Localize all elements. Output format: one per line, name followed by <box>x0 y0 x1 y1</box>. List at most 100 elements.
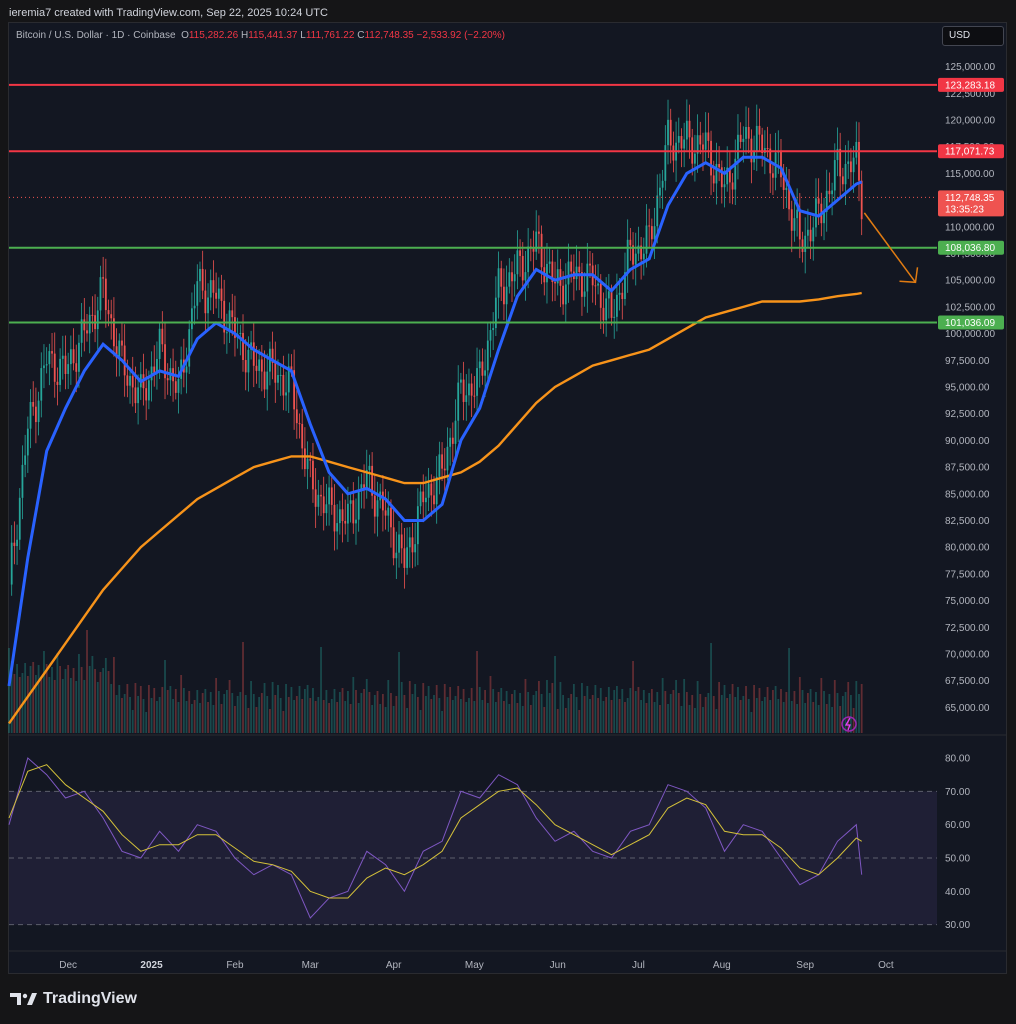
volume-bar <box>322 700 325 733</box>
volume-bar <box>449 687 452 733</box>
volume-bar <box>86 630 88 733</box>
volume-bar <box>328 703 330 733</box>
candle-body <box>680 136 683 149</box>
candle-body <box>430 483 433 496</box>
candle-body <box>823 211 825 224</box>
volume-bar <box>707 693 710 733</box>
candle-body <box>411 537 414 553</box>
candle-body <box>624 272 626 300</box>
volume-bar <box>720 695 723 733</box>
volume-bar <box>252 694 255 733</box>
candle-body <box>161 328 164 345</box>
candle-body <box>486 340 489 371</box>
volume-bar <box>400 682 403 733</box>
volume-bar <box>242 642 244 733</box>
volume-bar <box>134 683 137 733</box>
volume-bar <box>355 690 357 733</box>
candle-body <box>414 544 417 553</box>
volume-bar <box>228 680 231 733</box>
volume-bar <box>817 705 820 733</box>
volume-bar <box>115 695 118 733</box>
symbol-name: Bitcoin / U.S. Dollar · 1D · Coinbase <box>16 30 176 41</box>
volume-bar <box>712 696 715 733</box>
candle-body <box>298 423 301 425</box>
volume-bar <box>69 678 72 733</box>
volume-bar <box>78 654 80 733</box>
candle-body <box>18 497 21 540</box>
candle-body <box>642 253 645 260</box>
candle-body <box>325 504 328 514</box>
volume-bar <box>427 686 430 733</box>
candle-body <box>285 392 287 396</box>
candle-body <box>449 437 452 447</box>
candle-body <box>21 464 24 498</box>
candle-body <box>193 305 196 309</box>
time-tick-label: Sep <box>796 960 814 971</box>
volume-bar <box>231 693 234 733</box>
candle-body <box>16 539 18 547</box>
volume-bar <box>182 688 185 733</box>
volume-bar <box>833 680 836 733</box>
candle-body <box>395 552 398 559</box>
volume-bar <box>575 697 578 733</box>
volume-bar <box>161 687 164 733</box>
candle-body <box>605 298 608 321</box>
candle-body <box>376 500 379 517</box>
volume-bar <box>804 703 807 733</box>
candle-body <box>516 250 519 275</box>
candle-body <box>309 458 312 461</box>
volume-bar <box>548 693 551 733</box>
volume-bar <box>465 702 468 733</box>
volume-bar <box>347 691 349 733</box>
volume-bar <box>683 679 686 733</box>
price-tick-label: 72,500.00 <box>945 623 990 634</box>
candle-body <box>747 126 750 139</box>
volume-bar <box>782 702 785 733</box>
candle-body <box>723 184 726 188</box>
candle-body <box>548 261 551 264</box>
volume-bar <box>16 664 18 733</box>
volume-bar <box>621 689 624 733</box>
candle-body <box>220 288 223 301</box>
rsi-ma-line <box>8 764 862 899</box>
replay-icon[interactable] <box>841 716 857 732</box>
candle-body <box>683 139 686 149</box>
time-tick-label: Apr <box>386 960 402 971</box>
volume-bar <box>790 701 793 733</box>
candle-body <box>118 340 121 358</box>
volume-bar <box>473 701 476 733</box>
candle-body <box>384 510 387 516</box>
volume-bar <box>497 692 500 733</box>
candle-body <box>640 245 643 260</box>
candle-body <box>782 177 785 190</box>
candle-body <box>527 246 530 273</box>
volume-bar <box>858 694 860 733</box>
volume-bar <box>828 694 831 733</box>
ema-fast-line <box>7 155 863 687</box>
volume-bar <box>675 680 677 733</box>
resistance-level-tag <box>938 77 1004 92</box>
candle-body <box>349 500 352 504</box>
brand-logo[interactable]: TradingView <box>10 990 137 1008</box>
high-label: H <box>240 30 249 41</box>
volume-bar <box>500 688 503 733</box>
candle-body <box>570 261 573 272</box>
candle-body <box>607 291 610 299</box>
candle-body <box>398 534 400 553</box>
candle-body <box>828 190 831 195</box>
projection-arrow-icon[interactable] <box>863 212 917 283</box>
candle-body <box>500 268 503 287</box>
volume-bar <box>29 666 32 733</box>
candle-body <box>602 307 605 321</box>
volume-bar <box>731 684 734 733</box>
candle-body <box>51 351 53 354</box>
candle-body <box>357 490 360 520</box>
candle-body <box>524 272 527 281</box>
volume-bar <box>269 709 271 733</box>
volume-bar <box>422 683 425 733</box>
candle-body <box>37 400 40 423</box>
candle-body <box>831 190 833 195</box>
currency-button[interactable]: USD <box>942 26 1004 46</box>
volume-bar <box>624 702 626 733</box>
